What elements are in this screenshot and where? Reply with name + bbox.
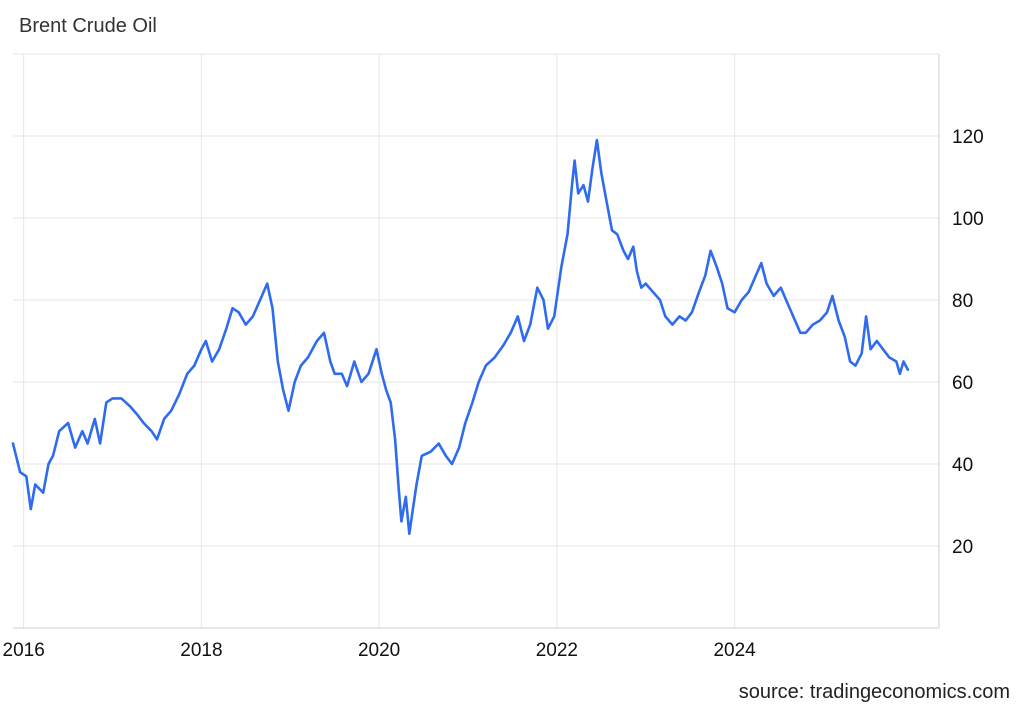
x-tick-label: 2024 [713, 640, 756, 661]
y-tick-label: 40 [952, 455, 973, 476]
series-layer [11, 138, 910, 535]
price-series-line [11, 138, 910, 535]
y-tick-label: 80 [952, 291, 973, 312]
source-credit: source: tradingeconomics.com [738, 681, 1010, 703]
y-tick-label: 120 [952, 127, 984, 148]
axes [13, 54, 940, 629]
y-tick-label: 20 [952, 537, 973, 558]
tick-labels: 20 40 60 80 100 120 2016 2018 2020 2022 2024 [3, 127, 984, 661]
x-tick-label: 2016 [3, 640, 45, 661]
gridlines [13, 53, 939, 628]
x-tick-label: 2022 [536, 640, 578, 661]
y-tick-label: 100 [952, 209, 984, 230]
y-tick-label: 60 [952, 373, 973, 394]
x-tick-label: 2020 [358, 640, 400, 661]
chart-title: Brent Crude Oil [19, 15, 157, 37]
x-tick-label: 2018 [180, 640, 222, 661]
